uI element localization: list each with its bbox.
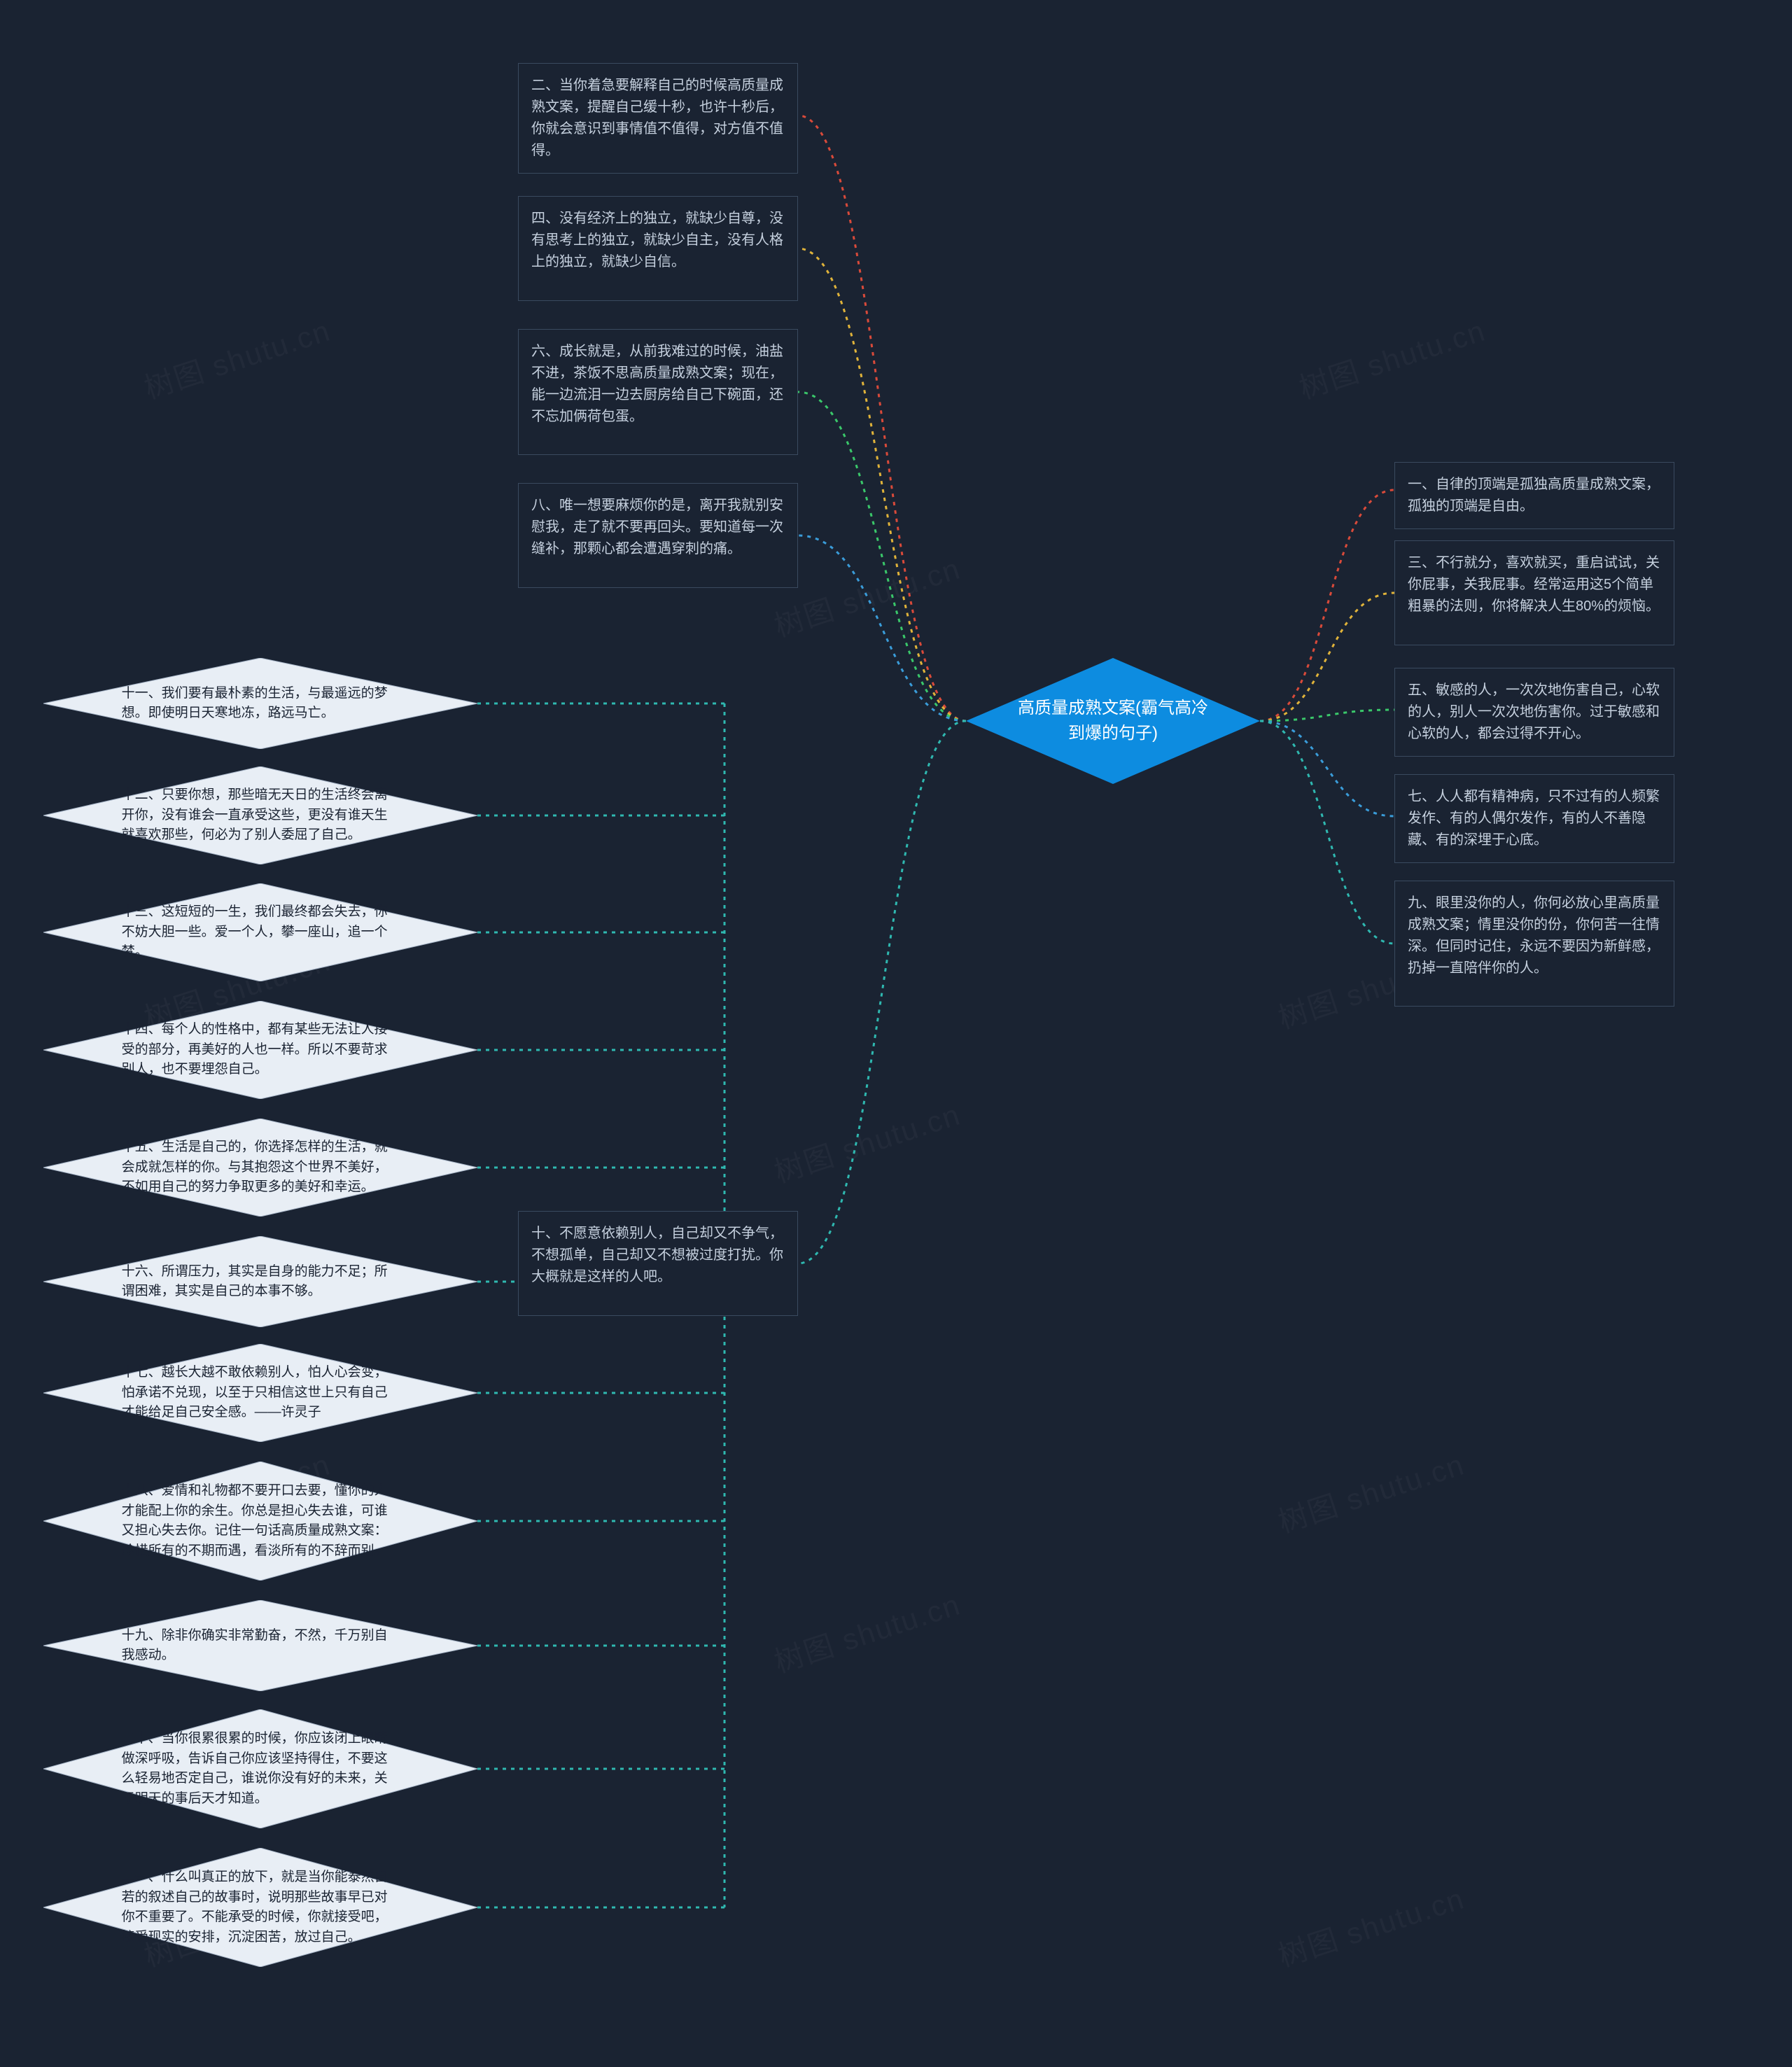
right-node-0: 一、自律的顶端是孤独高质量成熟文案，孤独的顶端是自由。 xyxy=(1394,462,1674,529)
left-diamond-7: 十八、爱情和礼物都不要开口去要，懂你的人才能配上你的余生。你总是担心失去谁，可谁… xyxy=(43,1462,477,1581)
bottom-node: 十、不愿意依赖别人，自己却又不争气，不想孤单，自己却又不想被过度打扰。你大概就是… xyxy=(518,1211,798,1316)
left-diamond-1: 十二、只要你想，那些暗无天日的生活终会离开你，没有谁会一直承受这些，更没有谁天生… xyxy=(43,766,477,864)
left-diamond-text-10: 二一、什么叫真正的放下，就是当你能泰然自若的叙述自己的故事时，说明那些故事早已对… xyxy=(43,1868,477,1947)
right-node-2: 五、敏感的人，一次次地伤害自己，心软的人，别人一次次地伤害你。过于敏感和心软的人… xyxy=(1394,668,1674,757)
right-node-3: 七、人人都有精神病，只不过有的人频繁发作、有的人偶尔发作，有的人不善隐藏、有的深… xyxy=(1394,774,1674,863)
left-diamond-text-8: 十九、除非你确实非常勤奋，不然，千万别自我感动。 xyxy=(43,1626,477,1666)
left-diamond-6: 十七、越长大越不敢依赖别人，怕人心会变，怕承诺不兑现，以至于只相信这世上只有自己… xyxy=(43,1344,477,1442)
left-diamond-text-0: 十一、我们要有最朴素的生活，与最遥远的梦想。即使明日天寒地冻，路远马亡。 xyxy=(43,684,477,724)
watermark: 树图 shutu.cn xyxy=(1272,1875,1469,1975)
left-diamond-text-3: 十四、每个人的性格中，都有某些无法让人接受的部分，再美好的人也一样。所以不要苛求… xyxy=(43,1020,477,1080)
left-diamond-text-9: 二十、当你很累很累的时候，你应该闭上眼睛做深呼吸，告诉自己你应该坚持得住，不要这… xyxy=(43,1729,477,1809)
left-diamond-text-2: 十三、这短短的一生，我们最终都会失去，你不妨大胆一些。爱一个人，攀一座山，追一个… xyxy=(43,902,477,962)
left-diamond-text-7: 十八、爱情和礼物都不要开口去要，懂你的人才能配上你的余生。你总是担心失去谁，可谁… xyxy=(43,1481,477,1561)
watermark: 树图 shutu.cn xyxy=(1272,1441,1469,1541)
left-diamond-text-5: 十六、所谓压力，其实是自身的能力不足；所谓困难，其实是自己的本事不够。 xyxy=(43,1262,477,1302)
left-diamond-10: 二一、什么叫真正的放下，就是当你能泰然自若的叙述自己的故事时，说明那些故事早已对… xyxy=(43,1848,477,1967)
right-node-1: 三、不行就分，喜欢就买，重启试试，关你屁事，关我屁事。经常运用这5个简单粗暴的法… xyxy=(1394,540,1674,645)
left-diamond-9: 二十、当你很累很累的时候，你应该闭上眼睛做深呼吸，告诉自己你应该坚持得住，不要这… xyxy=(43,1709,477,1828)
watermark: 树图 shutu.cn xyxy=(768,1091,965,1191)
watermark: 树图 shutu.cn xyxy=(768,1581,965,1681)
left-diamond-text-4: 十五、生活是自己的，你选择怎样的生活，就会成就怎样的你。与其抱怨这个世界不美好，… xyxy=(43,1137,477,1198)
left-diamond-0: 十一、我们要有最朴素的生活，与最遥远的梦想。即使明日天寒地冻，路远马亡。 xyxy=(43,658,477,749)
left-diamond-2: 十三、这短短的一生，我们最终都会失去，你不妨大胆一些。爱一个人，攀一座山，追一个… xyxy=(43,883,477,981)
left-diamond-4: 十五、生活是自己的，你选择怎样的生活，就会成就怎样的你。与其抱怨这个世界不美好，… xyxy=(43,1119,477,1217)
left-diamond-8: 十九、除非你确实非常勤奋，不然，千万别自我感动。 xyxy=(43,1600,477,1691)
left-diamond-5: 十六、所谓压力，其实是自身的能力不足；所谓困难，其实是自己的本事不够。 xyxy=(43,1236,477,1327)
left-diamond-text-1: 十二、只要你想，那些暗无天日的生活终会离开你，没有谁会一直承受这些，更没有谁天生… xyxy=(43,785,477,846)
left-diamond-3: 十四、每个人的性格中，都有某些无法让人接受的部分，再美好的人也一样。所以不要苛求… xyxy=(43,1001,477,1099)
top-node-2: 六、成长就是，从前我难过的时候，油盐不进，茶饭不思高质量成熟文案；现在，能一边流… xyxy=(518,329,798,455)
watermark: 树图 shutu.cn xyxy=(138,307,335,407)
top-node-1: 四、没有经济上的独立，就缺少自尊，没有思考上的独立，就缺少自主，没有人格上的独立… xyxy=(518,196,798,301)
center-node: 高质量成熟文案(霸气高冷到爆的句子) xyxy=(966,658,1260,784)
mindmap-canvas: 树图 shutu.cn 树图 shutu.cn 树图 shutu.cn 树图 shut… xyxy=(0,0,1792,2067)
watermark: 树图 shutu.cn xyxy=(1293,307,1490,407)
center-label: 高质量成熟文案(霸气高冷到爆的句子) xyxy=(966,696,1260,746)
left-diamond-text-6: 十七、越长大越不敢依赖别人，怕人心会变，怕承诺不兑现，以至于只相信这世上只有自己… xyxy=(43,1363,477,1423)
right-node-4: 九、眼里没你的人，你何必放心里高质量成熟文案；情里没你的份，你何苦一往情深。但同… xyxy=(1394,881,1674,1007)
top-node-3: 八、唯一想要麻烦你的是，离开我就别安慰我，走了就不要再回头。要知道每一次缝补，那… xyxy=(518,483,798,588)
top-node-0: 二、当你着急要解释自己的时候高质量成熟文案，提醒自己缓十秒，也许十秒后，你就会意… xyxy=(518,63,798,174)
